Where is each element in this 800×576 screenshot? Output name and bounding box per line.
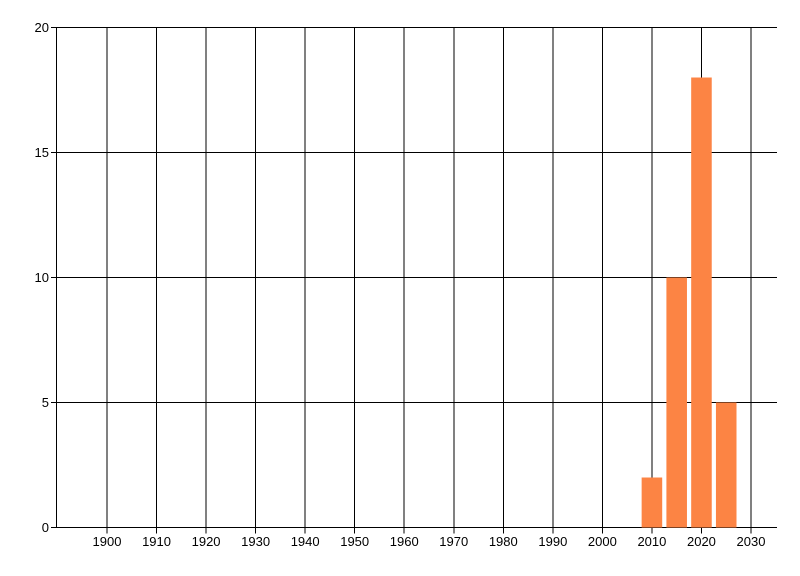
bar-2020 [691,77,712,528]
x-tick-label: 2030 [737,534,766,549]
x-tick-label: 1970 [439,534,468,549]
bar-2010 [641,477,663,528]
x-tick-label: 1940 [291,534,320,549]
y-tick-label: 20 [35,20,49,35]
x-tick-label: 1980 [489,534,518,549]
y-tick-label: 15 [35,145,49,160]
x-tick-label: 1930 [241,534,270,549]
x-tick-label: 1990 [538,534,567,549]
y-tick-label: 5 [42,395,49,410]
x-tick-label: 1900 [93,534,122,549]
x-tick-label: 1910 [142,534,171,549]
x-tick-label: 1960 [390,534,419,549]
x-tick-label: 1950 [340,534,369,549]
y-tick-label: 0 [42,520,49,535]
y-tick-label: 10 [35,270,49,285]
x-tick-label: 1920 [192,534,221,549]
x-tick-label: 2000 [588,534,617,549]
bar-2015 [666,277,687,528]
bar-2025 [715,402,737,528]
x-tick-label: 2020 [687,534,716,549]
x-tick-label: 2010 [637,534,666,549]
